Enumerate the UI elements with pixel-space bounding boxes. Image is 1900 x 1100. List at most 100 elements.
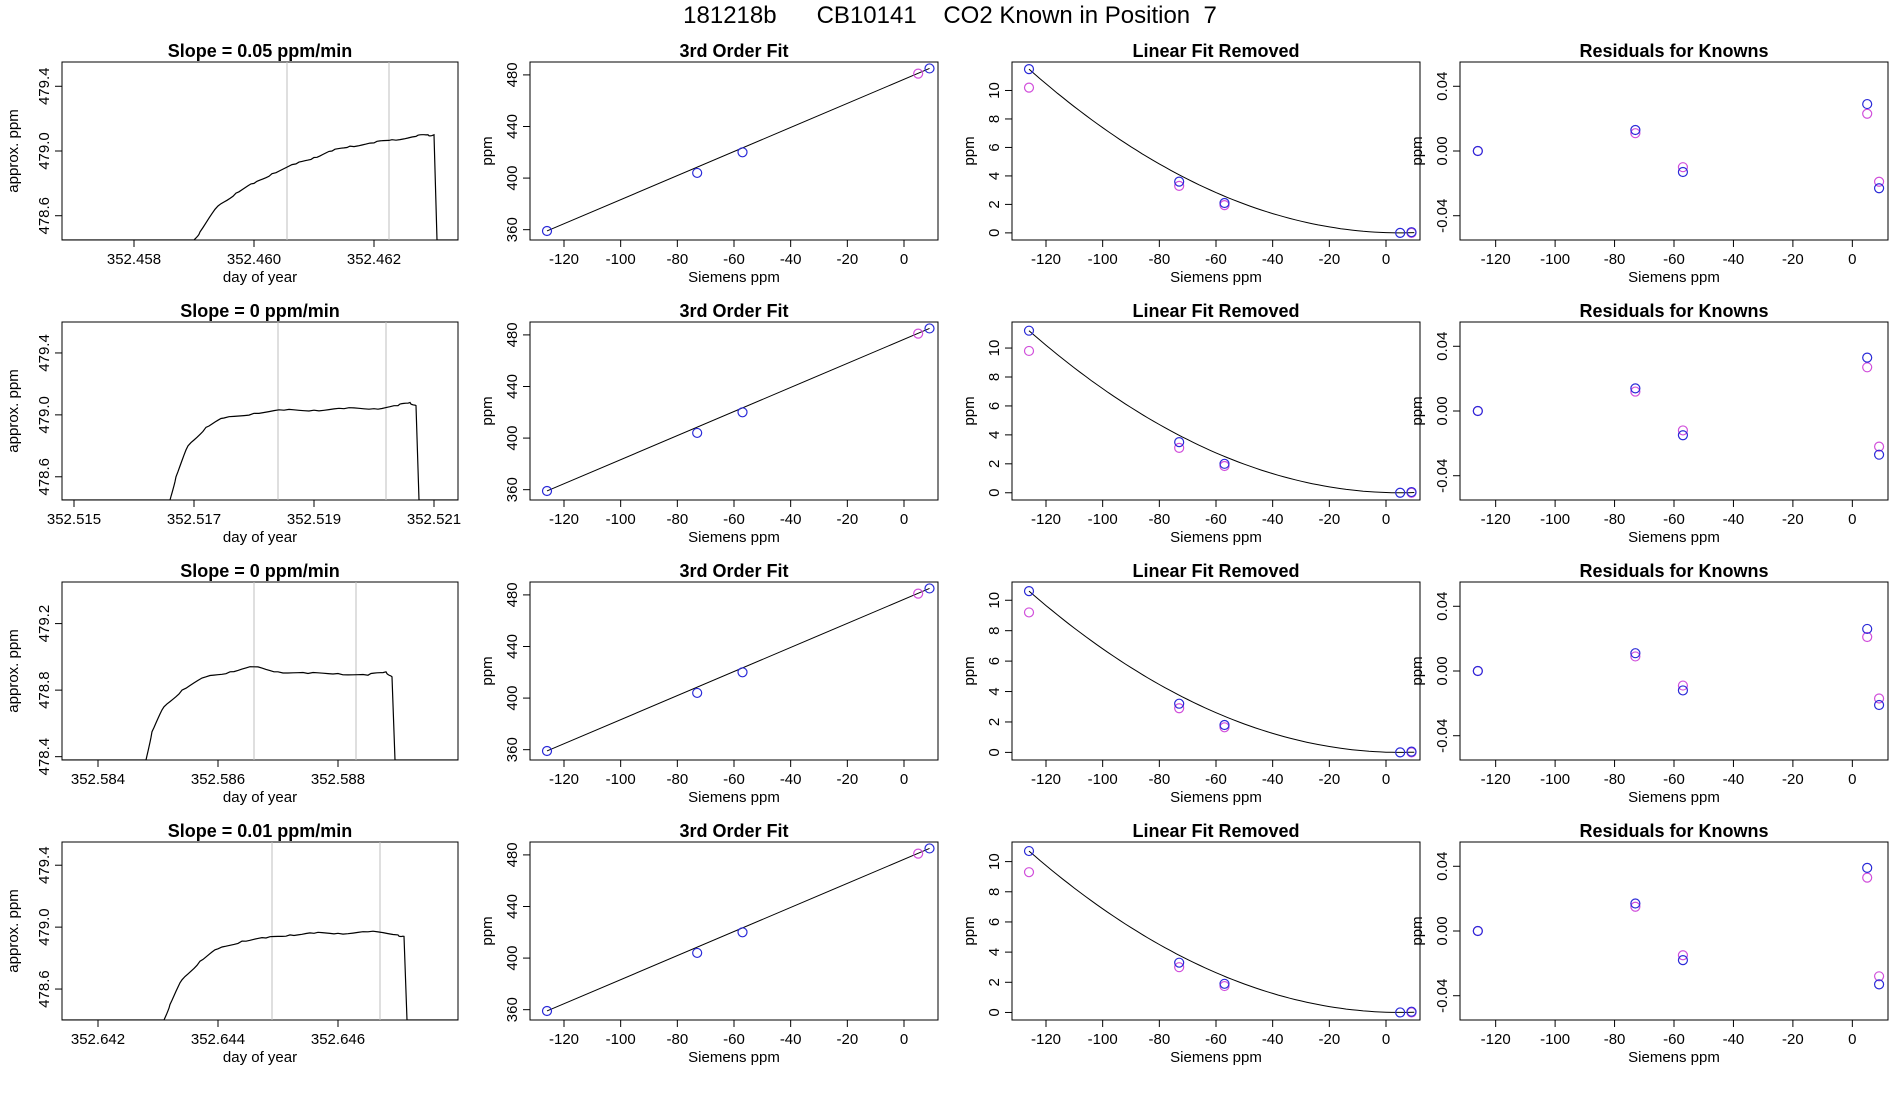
data-point-magenta [1630, 651, 1641, 662]
x-tick-label: 0 [1382, 251, 1390, 268]
data-point-blue [1472, 925, 1483, 937]
chart-panel-resid-0: Residuals for Knowns -120 -100 -80 -60 -40 -20… [1409, 41, 1889, 286]
y-tick-label: 480 [504, 62, 521, 87]
y-tick-label: 0.04 [1434, 72, 1451, 101]
data-point-magenta [1023, 82, 1035, 93]
data-point-blue [1406, 746, 1417, 757]
x-axis-label: Siemens ppm [688, 789, 780, 806]
x-axis-label: Siemens ppm [1170, 1049, 1262, 1066]
y-axis-label: ppm [479, 656, 496, 685]
x-tick-label: -40 [780, 1031, 802, 1048]
x-tick-label: -100 [606, 771, 636, 788]
y-tick-label: 478.6 [36, 197, 53, 235]
data-point-magenta [1023, 867, 1035, 878]
x-tick-label: -80 [666, 771, 688, 788]
x-tick-label: -120 [1481, 251, 1511, 268]
x-tick-label: -20 [836, 511, 858, 528]
y-axis-label: ppm [479, 916, 496, 945]
page-title: 181218b CB10141 CO2 Known in Position 7 [683, 2, 1217, 29]
data-point-magenta [913, 848, 924, 859]
plot-frame [61, 841, 459, 1021]
x-axis-label: day of year [223, 1049, 297, 1066]
y-tick-label: 0 [986, 1008, 1003, 1016]
data-point-blue [541, 485, 553, 497]
y-tick-label: -0.04 [1434, 459, 1451, 493]
x-axis-label: day of year [223, 529, 297, 546]
y-tick-label: 478.6 [36, 458, 53, 496]
chart-panel-fit-3: 3rd Order Fit -120 -100 -80 -60 -40 -20 0 Siemen… [479, 821, 939, 1066]
y-tick-label: 0.00 [1434, 396, 1451, 425]
data-point-blue [924, 323, 935, 334]
x-tick-label: -80 [666, 251, 688, 268]
fit-curve [1028, 68, 1415, 234]
data-point-blue [737, 667, 748, 678]
y-tick-label: 479.0 [36, 396, 53, 434]
data-point-blue [1873, 449, 1885, 460]
data-point-magenta [1630, 901, 1641, 912]
x-tick-label: 352.586 [191, 771, 245, 788]
data-point-magenta [1023, 345, 1035, 357]
data-point-blue [924, 63, 935, 74]
x-tick-label: -20 [1782, 1031, 1804, 1048]
chart-title: Residuals for Knowns [1579, 41, 1768, 61]
y-tick-label: 478.6 [36, 970, 53, 1008]
x-tick-label: -100 [1540, 511, 1570, 528]
x-tick-label: -120 [1031, 1031, 1061, 1048]
x-tick-label: -60 [1205, 771, 1227, 788]
data-point-magenta [1174, 962, 1185, 973]
x-tick-label: -100 [1540, 1031, 1570, 1048]
data-point-magenta [1219, 460, 1230, 472]
data-point-blue [1023, 586, 1035, 597]
y-tick-label: 8 [986, 373, 1003, 381]
x-tick-label: -120 [549, 1031, 579, 1048]
x-tick-label: -60 [723, 1031, 745, 1048]
x-axis-label: Siemens ppm [1170, 529, 1262, 546]
data-point-magenta [1677, 680, 1689, 691]
data-point-blue [1219, 197, 1230, 209]
plot-frame [1459, 61, 1889, 241]
x-tick-label: -100 [606, 1031, 636, 1048]
x-tick-label: -120 [549, 251, 579, 268]
data-point-blue [1630, 648, 1641, 659]
y-axis-label: ppm [1409, 136, 1426, 165]
data-point-blue [1677, 430, 1689, 441]
y-tick-label: 0 [986, 489, 1003, 497]
x-tick-label: -100 [606, 251, 636, 268]
y-tick-label: 360 [504, 737, 521, 762]
chart-title: Residuals for Knowns [1579, 821, 1768, 841]
x-tick-label: -20 [1782, 771, 1804, 788]
y-tick-label: 10 [986, 340, 1003, 357]
y-tick-label: 6 [986, 143, 1003, 151]
x-tick-label: -120 [549, 771, 579, 788]
y-tick-label: 479.4 [36, 334, 53, 372]
data-point-blue [1023, 845, 1035, 857]
plot-frame [1459, 581, 1889, 761]
data-point-blue [1023, 64, 1035, 75]
y-tick-label: 440 [504, 894, 521, 919]
x-tick-label: -120 [1031, 251, 1061, 268]
chart-panel-time-3: Slope = 0.01 ppm/min 352.642 352.644 352.64… [5, 821, 459, 1066]
x-tick-label: -60 [1663, 511, 1685, 528]
y-tick-label: 0.00 [1434, 136, 1451, 165]
y-tick-label: 4 [986, 948, 1003, 956]
chart-title: Slope = 0 ppm/min [180, 301, 340, 321]
data-point-magenta [1174, 442, 1185, 454]
y-tick-label: 0 [986, 229, 1003, 237]
data-point-magenta [1873, 441, 1885, 452]
data-point-blue [1873, 183, 1885, 194]
chart-panel-linrem-1: Linear Fit Removed -120 -100 -80 -60 -40 -20 0 S… [961, 301, 1421, 546]
x-tick-label: -60 [1663, 771, 1685, 788]
data-point-blue [1406, 486, 1417, 498]
y-axis-label: ppm [1409, 396, 1426, 425]
x-tick-label: -20 [836, 251, 858, 268]
data-point-blue [1174, 176, 1185, 187]
data-point-blue [692, 427, 703, 439]
x-tick-label: 352.588 [311, 771, 365, 788]
data-point-magenta [1174, 703, 1185, 714]
x-axis-label: day of year [223, 269, 297, 286]
y-tick-label: 8 [986, 627, 1003, 635]
plot-frame [61, 321, 459, 501]
plot-frame [61, 61, 459, 241]
y-axis-label: approx. ppm [5, 889, 22, 972]
y-tick-label: 0.00 [1434, 916, 1451, 945]
